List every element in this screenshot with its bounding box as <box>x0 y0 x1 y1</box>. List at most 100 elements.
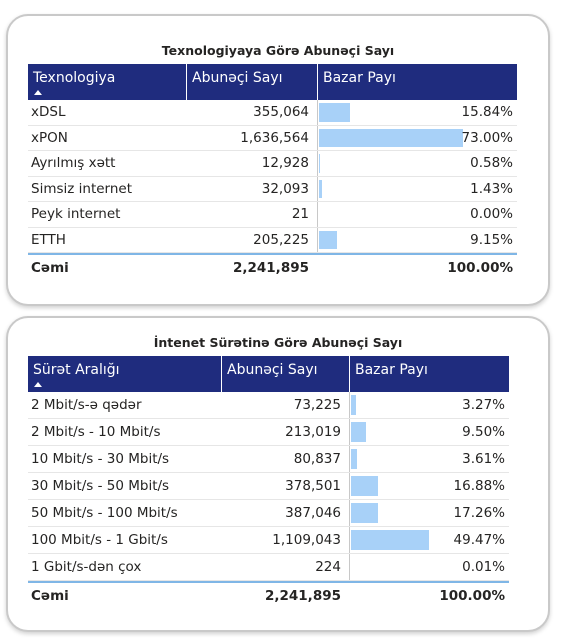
share-bar <box>351 395 357 415</box>
row-share-cell: 0.58% <box>317 151 517 176</box>
row-count: 378,501 <box>285 478 341 494</box>
share-bar <box>319 154 321 173</box>
row-share-cell: 17.26% <box>349 500 509 526</box>
row-label: 2 Mbit/s-ə qədər <box>31 397 142 413</box>
row-count: 73,225 <box>293 397 341 413</box>
row-count: 21 <box>291 206 309 223</box>
sort-ascending-icon[interactable] <box>34 90 42 95</box>
table-row[interactable]: xPON 1,636,564 73.00% <box>28 125 517 151</box>
row-label: 100 Mbit/s - 1 Gbit/s <box>31 532 168 548</box>
technology-table-body: xDSL 355,064 15.84% xPON 1,636,564 73.00% Ayrı… <box>28 100 517 253</box>
sort-ascending-icon[interactable] <box>34 382 42 387</box>
column-header-label: Sürət Aralığı <box>33 362 120 378</box>
row-share-cell: 49.47% <box>349 527 509 553</box>
row-share: 17.26% <box>453 505 505 521</box>
row-count: 205,225 <box>253 231 309 248</box>
share-bar <box>319 128 463 147</box>
table-row[interactable]: 2 Mbit/s-ə qədər 73,225 3.27% <box>28 392 509 419</box>
row-count: 387,046 <box>285 505 341 521</box>
row-share-cell: 9.15% <box>317 227 517 252</box>
total-share-cell: 100.00% <box>349 583 509 609</box>
row-count: 1,109,043 <box>272 532 341 548</box>
row-share-cell: 0.00% <box>317 202 517 227</box>
row-label: 1 Gbit/s-dən çox <box>31 559 142 575</box>
total-row: Cəmi 2,241,895 100.00% <box>28 253 517 281</box>
row-share: 0.00% <box>470 206 513 223</box>
row-label: Ayrılmış xətt <box>31 155 116 172</box>
row-label: xDSL <box>31 104 66 121</box>
total-count: 2,241,895 <box>232 260 309 276</box>
row-share-cell: 9.50% <box>349 419 509 445</box>
column-header-subscribers[interactable]: Abunəçi Sayı <box>221 356 349 392</box>
total-share-cell: 100.00% <box>317 255 517 281</box>
row-share: 3.61% <box>462 451 505 467</box>
row-share-cell: 3.61% <box>349 446 509 472</box>
technology-table-title: Texnologiyaya Görə Abunəçi Sayı <box>161 43 395 58</box>
total-share: 100.00% <box>447 260 513 276</box>
table-row[interactable]: 2 Mbit/s - 10 Mbit/s 213,019 9.50% <box>28 419 509 446</box>
column-header-market-share[interactable]: Bazar Payı <box>317 64 517 100</box>
column-header-subscribers[interactable]: Abunəçi Sayı <box>186 64 317 100</box>
row-label: 50 Mbit/s - 100 Mbit/s <box>31 505 178 521</box>
row-share: 15.84% <box>461 104 513 121</box>
total-label: Cəmi <box>31 260 69 276</box>
total-label: Cəmi <box>31 588 69 604</box>
speed-table: Sürət Aralığı Abunəçi Sayı Bazar Payı 2 … <box>28 356 509 609</box>
row-label: Simsiz internet <box>31 180 133 197</box>
share-bar <box>351 449 357 469</box>
table-row[interactable]: Ayrılmış xətt 12,928 0.58% <box>28 151 517 177</box>
technology-card: Texnologiyaya Görə Abunəçi Sayı Texnolog… <box>6 14 550 306</box>
column-header-label: Bazar Payı <box>355 362 428 378</box>
column-header-market-share[interactable]: Bazar Payı <box>349 356 509 392</box>
row-count: 80,837 <box>293 451 341 467</box>
column-header-speed-range[interactable]: Sürət Aralığı <box>28 356 221 392</box>
column-header-label: Abunəçi Sayı <box>192 70 283 86</box>
row-share-cell: 16.88% <box>349 473 509 499</box>
table-row[interactable]: xDSL 355,064 15.84% <box>28 100 517 126</box>
row-share: 0.01% <box>462 559 505 575</box>
table-row[interactable]: 30 Mbit/s - 50 Mbit/s 378,501 16.88% <box>28 473 509 500</box>
table-header: Texnologiya Abunəçi Sayı Bazar Payı <box>28 64 517 100</box>
table-row[interactable]: Peyk internet 21 0.00% <box>28 202 517 228</box>
share-bar <box>319 230 338 249</box>
row-share-cell: 0.01% <box>349 554 509 580</box>
row-share: 9.50% <box>462 424 505 440</box>
row-label: ETTH <box>31 231 66 248</box>
table-row[interactable]: Simsiz internet 32,093 1.43% <box>28 176 517 202</box>
table-row[interactable]: 50 Mbit/s - 100 Mbit/s 387,046 17.26% <box>28 500 509 527</box>
row-share: 9.15% <box>470 231 513 248</box>
total-count: 2,241,895 <box>264 588 341 604</box>
row-share-cell: 1.43% <box>317 176 517 201</box>
row-share: 1.43% <box>470 180 513 197</box>
share-bar <box>351 422 366 442</box>
share-bar <box>351 530 429 550</box>
speed-card: İntenet Sürətinə Görə Abunəçi Sayı Sürət… <box>6 316 550 632</box>
technology-table: Texnologiya Abunəçi Sayı Bazar Payı xDSL… <box>28 64 517 281</box>
table-row[interactable]: 1 Gbit/s-dən çox 224 0.01% <box>28 554 509 581</box>
column-header-technology[interactable]: Texnologiya <box>28 64 186 100</box>
table-header: Sürət Aralığı Abunəçi Sayı Bazar Payı <box>28 356 509 392</box>
row-label: 2 Mbit/s - 10 Mbit/s <box>31 424 161 440</box>
row-share: 0.58% <box>470 155 513 172</box>
row-count: 12,928 <box>261 155 309 172</box>
row-share-cell: 15.84% <box>317 100 517 125</box>
row-label: Peyk internet <box>31 206 121 223</box>
row-share: 16.88% <box>453 478 505 494</box>
row-label: 10 Mbit/s - 30 Mbit/s <box>31 451 170 467</box>
share-bar <box>319 179 322 198</box>
row-count: 224 <box>315 559 341 575</box>
row-count: 1,636,564 <box>240 129 309 146</box>
column-header-label: Bazar Payı <box>323 70 396 86</box>
share-bar <box>351 476 378 496</box>
row-label: xPON <box>31 129 68 146</box>
table-row[interactable]: 100 Mbit/s - 1 Gbit/s 1,109,043 49.47% <box>28 527 509 554</box>
row-count: 355,064 <box>253 104 309 121</box>
row-share-cell: 3.27% <box>349 392 509 418</box>
speed-table-title: İntenet Sürətinə Görə Abunəçi Sayı <box>153 335 403 350</box>
share-bar <box>319 103 351 122</box>
total-row: Cəmi 2,241,895 100.00% <box>28 581 509 609</box>
row-count: 213,019 <box>285 424 341 440</box>
table-row[interactable]: 10 Mbit/s - 30 Mbit/s 80,837 3.61% <box>28 446 509 473</box>
row-share: 3.27% <box>462 397 505 413</box>
table-row[interactable]: ETTH 205,225 9.15% <box>28 227 517 253</box>
